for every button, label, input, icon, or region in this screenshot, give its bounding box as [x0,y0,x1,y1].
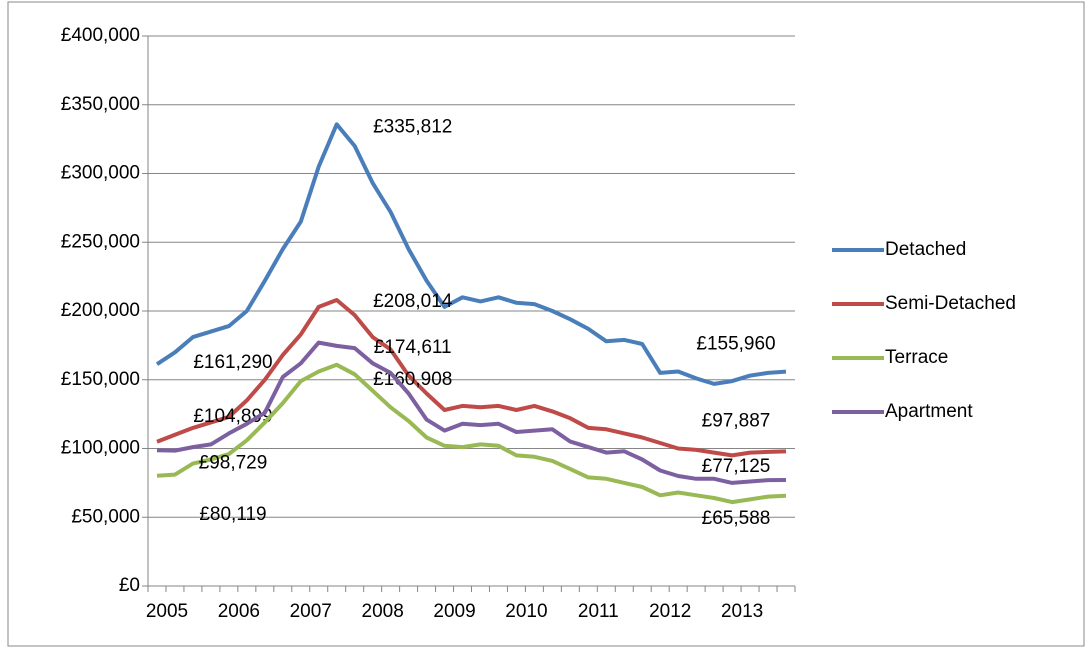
legend-label: Detached [885,239,966,260]
x-tick-label: 2007 [290,601,332,622]
y-tick-label: £300,000 [61,163,140,184]
legend-label: Semi-Detached [885,293,1016,314]
x-tick-label: 2010 [505,601,547,622]
x-tick-label: 2009 [433,601,475,622]
x-tick-label: 2006 [218,601,260,622]
chart-border [7,1,1085,647]
data-label: £161,290 [193,352,272,373]
data-label: £335,812 [373,116,452,137]
data-label: £77,125 [702,456,771,477]
x-tick-label: 2013 [721,601,763,622]
y-tick-label: £400,000 [61,25,140,46]
series-line [156,340,787,485]
data-label: £65,588 [702,508,771,529]
series-line [156,362,787,505]
data-label: £98,729 [199,452,268,473]
y-tick-label: £150,000 [61,369,140,390]
series-line [156,298,787,458]
y-tick-label: £350,000 [61,94,140,115]
x-tick-label: 2011 [578,601,619,622]
series-line [155,122,787,386]
y-tick-label: £0 [119,575,140,596]
y-tick-label: £200,000 [61,300,140,321]
data-label: £80,119 [199,504,266,525]
legend-label: Terrace [885,347,948,368]
data-label: £155,960 [696,334,775,355]
data-label: £208,014 [373,291,453,312]
x-tick-label: 2005 [146,601,188,622]
y-tick-label: £100,000 [61,438,140,459]
x-tick-label: 2012 [649,601,691,622]
x-tick-label: 2008 [362,601,404,622]
data-label: £174,611 [374,337,452,358]
legend-label: Apartment [885,401,973,422]
y-tick-label: £250,000 [61,231,140,252]
data-label: £97,887 [702,410,771,431]
y-tick-label: £50,000 [71,506,140,527]
